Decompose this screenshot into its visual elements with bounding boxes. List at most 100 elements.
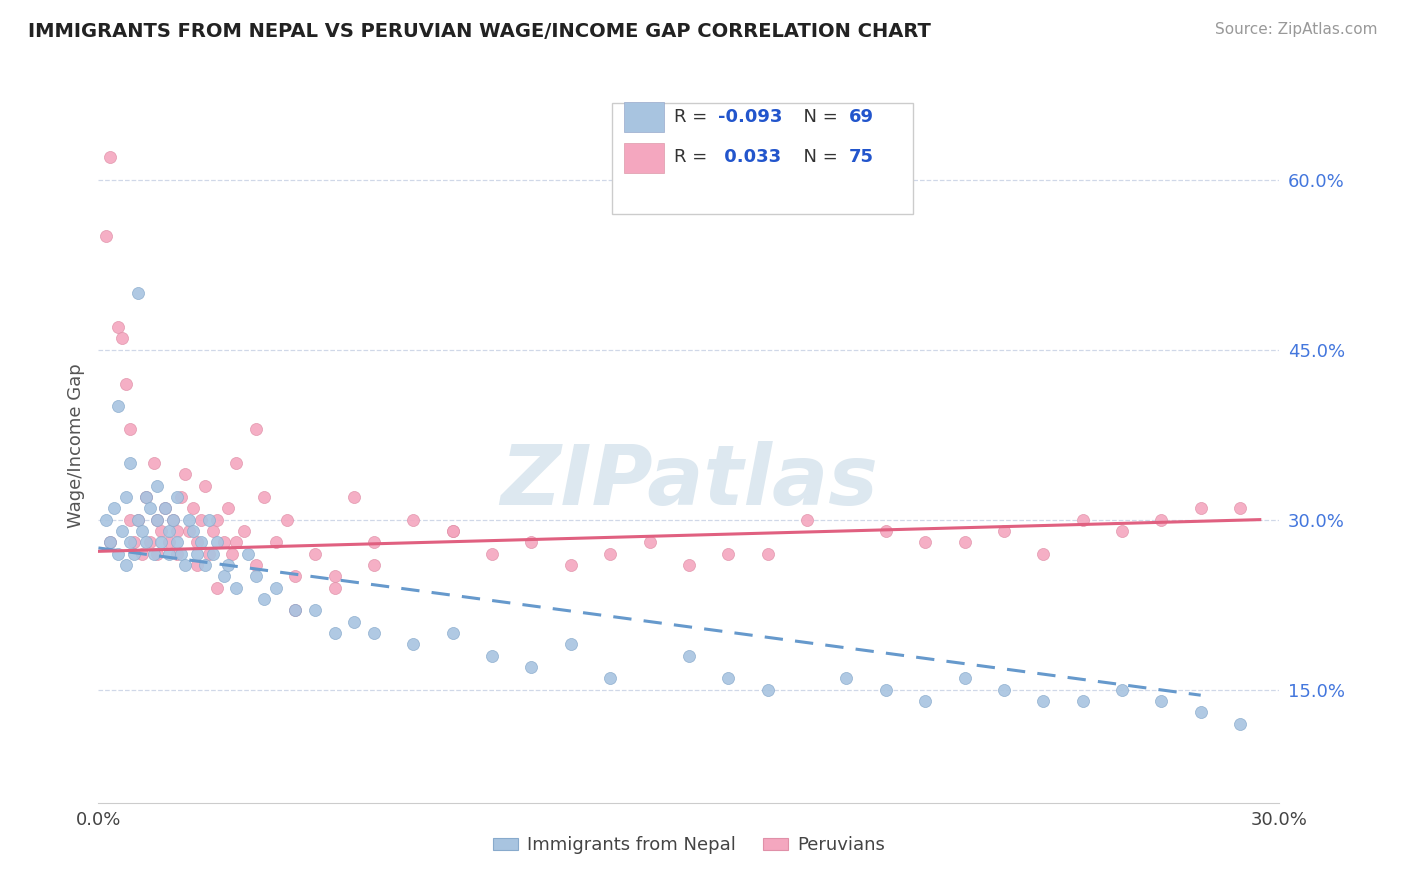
Point <box>245 422 267 436</box>
Point <box>214 569 236 583</box>
Point <box>233 524 256 538</box>
Point <box>205 513 228 527</box>
Point <box>756 547 779 561</box>
Point <box>1032 547 1054 561</box>
Point <box>678 648 700 663</box>
Point <box>155 501 177 516</box>
Text: N =: N = <box>792 108 844 126</box>
Point <box>201 524 224 538</box>
Point <box>953 671 976 685</box>
Point <box>236 547 259 561</box>
Point <box>205 535 228 549</box>
Point <box>520 660 543 674</box>
Point <box>363 558 385 572</box>
Point <box>402 513 425 527</box>
Point <box>221 547 243 561</box>
Point <box>122 535 145 549</box>
Point <box>214 535 236 549</box>
Point <box>914 535 936 549</box>
Point <box>142 456 165 470</box>
Point <box>107 547 129 561</box>
Point <box>118 535 141 549</box>
Point <box>127 286 149 301</box>
Point <box>304 603 326 617</box>
Point <box>264 581 287 595</box>
Text: ZIPatlas: ZIPatlas <box>501 442 877 522</box>
Point <box>284 569 307 583</box>
Point <box>343 490 366 504</box>
Point <box>115 376 138 391</box>
Point <box>264 535 287 549</box>
Point <box>131 547 153 561</box>
Point <box>150 535 173 549</box>
Point <box>157 547 180 561</box>
Point <box>135 490 157 504</box>
Point <box>225 581 247 595</box>
Point <box>166 524 188 538</box>
Point <box>1150 694 1173 708</box>
Point <box>253 490 276 504</box>
Point <box>118 422 141 436</box>
Point <box>146 513 169 527</box>
Point <box>441 524 464 538</box>
Point <box>111 524 134 538</box>
Point <box>276 513 298 527</box>
Point <box>1071 513 1094 527</box>
FancyBboxPatch shape <box>624 143 664 173</box>
Point <box>284 603 307 617</box>
Point <box>363 535 385 549</box>
Point <box>118 513 141 527</box>
Point <box>481 547 503 561</box>
Point <box>166 535 188 549</box>
Point <box>122 547 145 561</box>
Point <box>107 400 129 414</box>
Point <box>170 547 193 561</box>
Text: N =: N = <box>792 148 844 166</box>
FancyBboxPatch shape <box>612 103 914 214</box>
Point <box>190 513 212 527</box>
Point <box>142 547 165 561</box>
Text: 0.033: 0.033 <box>718 148 782 166</box>
Point <box>177 513 200 527</box>
Point <box>323 569 346 583</box>
Point <box>155 501 177 516</box>
Text: IMMIGRANTS FROM NEPAL VS PERUVIAN WAGE/INCOME GAP CORRELATION CHART: IMMIGRANTS FROM NEPAL VS PERUVIAN WAGE/I… <box>28 22 931 41</box>
Point <box>146 547 169 561</box>
Point <box>162 513 184 527</box>
Text: -0.093: -0.093 <box>718 108 783 126</box>
Point <box>560 637 582 651</box>
Point <box>717 671 740 685</box>
Point <box>717 547 740 561</box>
Point <box>363 626 385 640</box>
Point <box>181 501 204 516</box>
Point <box>127 513 149 527</box>
Point <box>1032 694 1054 708</box>
Point <box>201 547 224 561</box>
Point <box>181 524 204 538</box>
Point <box>245 558 267 572</box>
Point <box>157 535 180 549</box>
Point <box>170 490 193 504</box>
Point <box>1071 694 1094 708</box>
Point <box>875 524 897 538</box>
Point <box>253 591 276 606</box>
Point <box>599 547 621 561</box>
FancyBboxPatch shape <box>624 102 664 132</box>
Point <box>1189 705 1212 719</box>
Point <box>138 535 160 549</box>
Text: 75: 75 <box>848 148 873 166</box>
Point <box>1229 716 1251 731</box>
Point <box>98 535 121 549</box>
Point <box>1111 682 1133 697</box>
Point <box>111 331 134 345</box>
Point <box>638 535 661 549</box>
Point <box>157 524 180 538</box>
Point <box>197 547 219 561</box>
Point <box>150 524 173 538</box>
Point <box>953 535 976 549</box>
Point <box>402 637 425 651</box>
Point <box>1229 501 1251 516</box>
Point <box>304 547 326 561</box>
Point <box>1111 524 1133 538</box>
Point <box>217 501 239 516</box>
